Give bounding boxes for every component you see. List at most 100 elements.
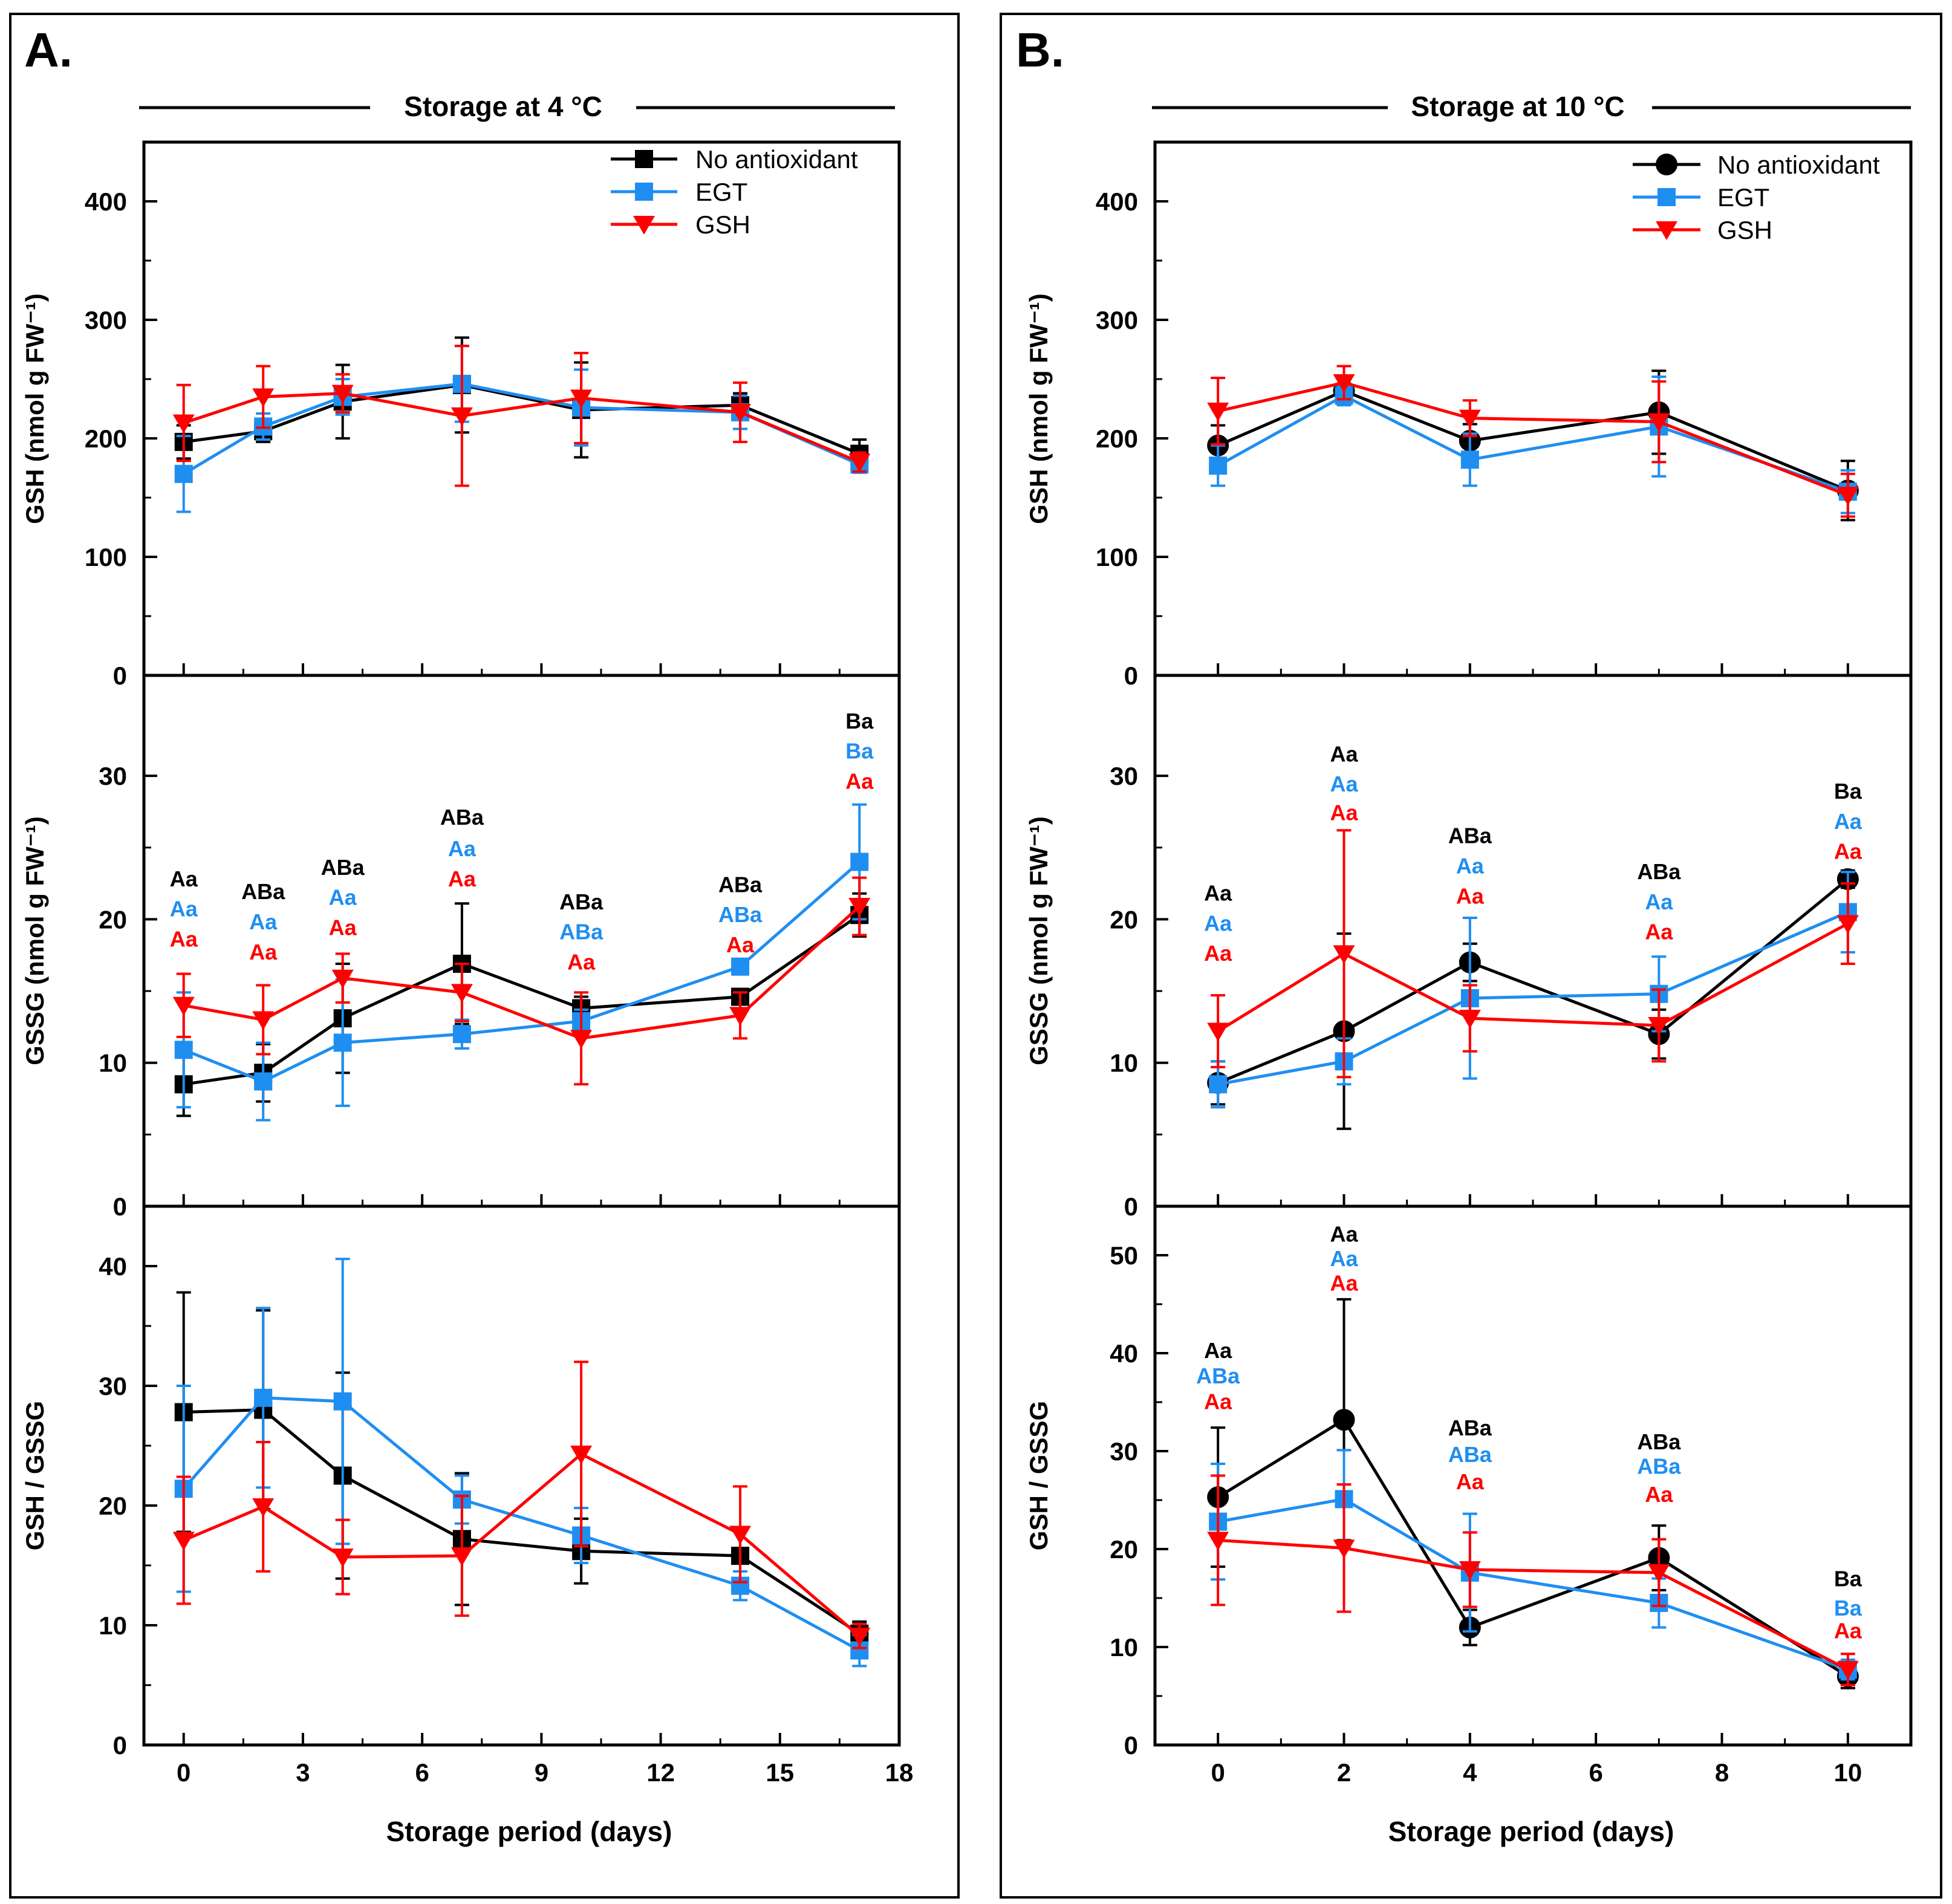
significance-label: ABa [559, 920, 603, 944]
panel-a-xlabel: Storage period (days) [386, 1816, 672, 1847]
significance-label: Aa [1330, 772, 1358, 796]
data-point [1207, 1022, 1229, 1042]
data-point [1460, 450, 1479, 469]
y-tick-label: 0 [113, 1192, 127, 1221]
significance-label: Aa [1330, 1246, 1358, 1271]
legend-marker [633, 216, 655, 235]
legend-marker [1656, 221, 1677, 240]
significance-label: Ba [845, 739, 874, 764]
legend-label: GSH [695, 210, 750, 239]
significance-label: Aa [1834, 1618, 1863, 1643]
y-axis-label: GSH / GSSG [1024, 1401, 1053, 1550]
y-axis-label: GSSG (nmol g FW⁻¹) [21, 816, 49, 1065]
x-tick-label: 6 [1589, 1758, 1602, 1787]
significance-label: Aa [1330, 1221, 1358, 1246]
x-tick-label: 10 [1833, 1758, 1862, 1787]
y-axis-label: GSH (nmol g FW⁻¹) [21, 293, 49, 524]
y-tick-label: 20 [99, 1492, 127, 1520]
series-gsh [1207, 1474, 1859, 1687]
x-tick-label: 6 [415, 1758, 429, 1787]
panel-b-label: B. [1016, 23, 1064, 77]
data-point [252, 1011, 275, 1030]
y-tick-label: 30 [1110, 1437, 1138, 1466]
data-point [848, 1627, 871, 1646]
panel-b-frame [1000, 13, 1942, 1899]
y-tick-label: 0 [1124, 661, 1138, 690]
data-point [254, 1072, 273, 1091]
series-gsh [172, 345, 871, 487]
data-point [172, 414, 195, 434]
data-point [1837, 915, 1859, 934]
significance-label: Aa [1204, 1389, 1232, 1414]
significance-label: Aa [1645, 889, 1673, 914]
y-tick-label: 0 [1124, 1192, 1138, 1221]
data-point [570, 1030, 593, 1049]
panel-a-subplot-3: 0 10 20 30 40 0 3 6 9 12 15 18 GSH / GSSG [21, 1204, 913, 1787]
data-point [1837, 487, 1859, 506]
significance-label: Aa [1204, 881, 1232, 906]
data-point [729, 1007, 752, 1026]
y-tick-label: 300 [1096, 306, 1138, 334]
significance-label: ABa [1448, 824, 1492, 848]
y-tick-label: 0 [113, 1731, 127, 1759]
data-point [254, 1388, 273, 1407]
series-gsh [172, 1360, 871, 1649]
significance-label: Aa [170, 866, 198, 891]
data-point [729, 1525, 752, 1545]
significance-label: Aa [329, 915, 357, 940]
significance-label: Aa [1456, 883, 1485, 908]
significance-label: Aa [726, 932, 755, 957]
x-tick-label: 2 [1337, 1758, 1351, 1787]
data-point [1207, 402, 1229, 421]
data-point [174, 1041, 193, 1059]
data-point [331, 969, 354, 989]
significance-label: Aa [1645, 920, 1673, 944]
panel-a-subplot-2: 0 10 20 30 GSSG (nmol g FW⁻¹) Aa Aa Aa ABa Aa Aa AB… [21, 674, 901, 1221]
panel-a-label: A. [24, 23, 73, 77]
legend-marker [1658, 188, 1676, 206]
plot-frame [142, 1204, 901, 1747]
data-point [1333, 374, 1355, 393]
legend-marker [635, 150, 653, 168]
y-tick-label: 30 [99, 762, 127, 790]
data-point [1333, 1409, 1355, 1431]
series-gsh [172, 876, 871, 1086]
significance-label: Aa [1456, 853, 1485, 878]
significance-label: Aa [170, 897, 198, 921]
y-axis-label: GSSG (nmol g FW⁻¹) [1024, 816, 1053, 1065]
y-tick-label: 0 [113, 661, 127, 690]
series-egt [174, 803, 869, 1122]
data-point [1459, 1561, 1481, 1581]
panel-b: B. Storage at 10 °C Storage period (days… [1000, 13, 1942, 1899]
significance-label: Aa [249, 940, 278, 964]
y-tick-label: 400 [1096, 187, 1138, 216]
y-tick-label: 30 [99, 1372, 127, 1400]
x-tick-label: 9 [535, 1758, 548, 1787]
panel-a-header: Storage at 4 °C [404, 91, 602, 122]
y-tick-label: 0 [1124, 1731, 1138, 1759]
x-tick-label: 12 [646, 1758, 675, 1787]
significance-label: ABa [1637, 859, 1681, 884]
data-point [848, 453, 871, 473]
significance-label: Aa [1204, 911, 1232, 935]
data-point [333, 1392, 352, 1411]
y-tick-label: 10 [99, 1611, 127, 1640]
y-tick-label: 10 [99, 1049, 127, 1077]
data-point [1837, 1661, 1859, 1680]
legend-marker [1656, 154, 1677, 175]
panel-b-legend: No antioxidant EGT GSH [1633, 151, 1880, 244]
series-gsh [1207, 365, 1859, 518]
y-tick-label: 10 [1110, 1633, 1138, 1662]
data-point [1459, 1010, 1481, 1029]
data-point [1333, 1539, 1355, 1559]
significance-label: Aa [329, 885, 357, 910]
panel-a: A. Storage at 4 °C Storage period (days)… [9, 13, 960, 1899]
data-point [333, 1033, 352, 1052]
data-point [451, 984, 473, 1003]
y-tick-label: 200 [1096, 424, 1138, 453]
data-point [451, 407, 473, 426]
significance-label: ABa [1448, 1415, 1492, 1440]
